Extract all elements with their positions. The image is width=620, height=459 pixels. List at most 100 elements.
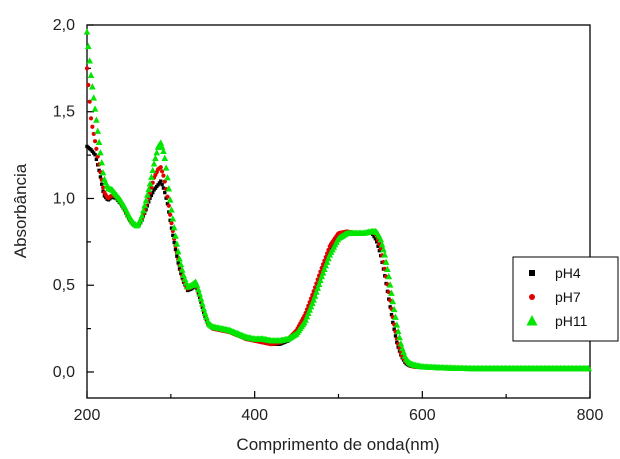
data-point [326, 247, 331, 252]
data-point [176, 261, 180, 265]
data-point [174, 248, 182, 255]
data-point [199, 300, 206, 307]
data-point [91, 105, 99, 112]
data-point [93, 152, 97, 157]
data-point [193, 281, 201, 288]
data-point [94, 127, 102, 134]
y-tick-label: 0,0 [53, 364, 75, 381]
legend-label-ph4: pH4 [555, 265, 581, 281]
data-point [166, 203, 171, 208]
data-point [149, 166, 157, 174]
data-point [100, 185, 106, 190]
data-point [314, 284, 322, 291]
data-point [162, 164, 170, 171]
data-point [141, 202, 148, 209]
data-point [391, 320, 395, 325]
data-point [302, 316, 309, 323]
data-point [137, 215, 144, 223]
data-point [95, 154, 100, 159]
data-point [318, 272, 326, 280]
data-point [306, 306, 313, 313]
data-point [153, 149, 161, 156]
data-point [163, 190, 167, 195]
data-point [175, 254, 179, 258]
legend-marker-ph7 [529, 294, 535, 300]
data-point [179, 271, 183, 276]
data-point [173, 240, 181, 247]
data-point [177, 260, 185, 268]
data-point [195, 285, 202, 293]
data-point [322, 262, 330, 269]
data-point [168, 212, 173, 217]
y-axis-title: Absorbância [11, 163, 30, 258]
data-point [196, 290, 203, 297]
data-point [100, 182, 104, 186]
data-point [158, 143, 166, 150]
data-point [313, 288, 320, 295]
data-point [149, 193, 154, 198]
data-point [309, 299, 316, 307]
data-point [178, 266, 186, 273]
data-point [87, 71, 95, 78]
data-point [170, 224, 178, 231]
data-point [140, 207, 147, 214]
x-tick-label: 400 [241, 407, 268, 424]
data-point [317, 276, 324, 284]
data-point [396, 333, 403, 341]
data-point [197, 295, 205, 302]
data-point [146, 180, 154, 187]
data-point [392, 313, 399, 320]
data-point [89, 83, 96, 90]
x-axis: 200 400 600 800 [74, 391, 603, 424]
data-point [200, 305, 207, 312]
data-point [97, 149, 104, 156]
legend: pH4 pH7 pH11 [512, 256, 619, 342]
data-point [161, 186, 166, 190]
data-point [392, 327, 396, 331]
data-point [88, 116, 94, 121]
data-point [378, 241, 386, 248]
data-point [385, 272, 393, 280]
y-tick-label: 1,0 [53, 190, 75, 207]
data-point [91, 131, 96, 137]
y-tick-label: 2,0 [53, 17, 75, 34]
data-point [394, 327, 402, 335]
data-point [377, 248, 382, 253]
legend-label-ph7: pH7 [555, 289, 581, 305]
data-point [177, 267, 182, 271]
y-tick-label: 1,5 [53, 104, 75, 121]
y-tick-label: 0,5 [53, 277, 75, 294]
data-point [382, 258, 390, 265]
data-point [159, 179, 163, 183]
data-point [172, 240, 176, 245]
data-point [372, 234, 376, 239]
data-point [84, 66, 90, 71]
data-point [160, 147, 167, 154]
data-point [171, 233, 175, 238]
data-point [157, 181, 162, 185]
data-point [384, 265, 391, 273]
data-point [152, 154, 159, 161]
data-point [397, 340, 405, 347]
data-point [94, 146, 99, 151]
data-point [148, 173, 155, 180]
data-point [310, 296, 317, 303]
legend-marker-ph4 [529, 270, 535, 276]
data-point [169, 215, 177, 222]
data-point [393, 321, 401, 328]
x-axis-title: Comprimento de onda(nm) [236, 435, 439, 454]
data-point [164, 174, 171, 181]
data-point [165, 201, 170, 206]
data-point [380, 246, 387, 253]
data-point [160, 182, 164, 187]
x-tick-label: 200 [74, 407, 101, 424]
data-point [165, 194, 170, 199]
data-point [83, 28, 91, 35]
data-point [169, 226, 174, 230]
data-point [161, 173, 166, 178]
data-point [321, 265, 328, 273]
legend-marker-ph11 [526, 315, 538, 326]
data-point [98, 175, 103, 179]
data-point [585, 364, 592, 372]
